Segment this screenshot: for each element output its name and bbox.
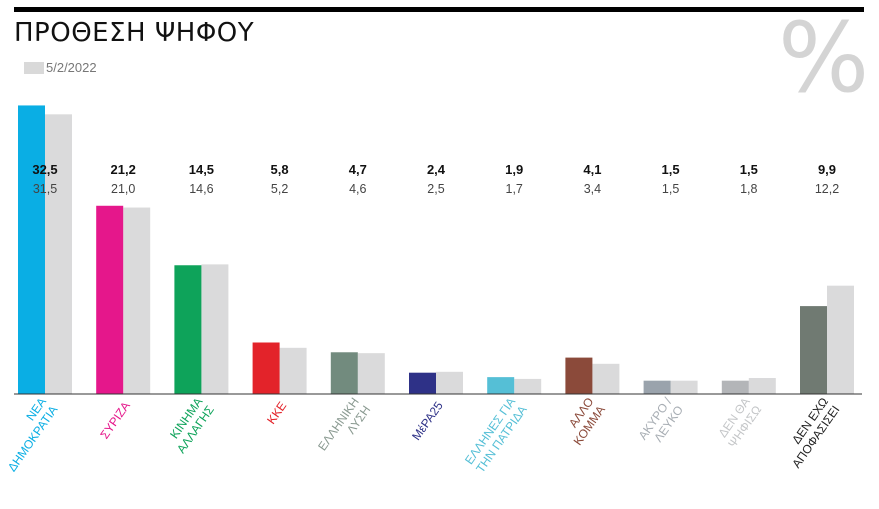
category-label: ΑΚΥΡΟ /ΛΕΥΚΟ [636, 394, 686, 444]
data-label-previous: 4,6 [349, 182, 366, 196]
bar-previous [670, 380, 698, 394]
bar-previous [436, 371, 463, 394]
data-label-current: 5,8 [271, 162, 289, 177]
bar-previous [827, 285, 854, 394]
data-label-current: 1,5 [740, 162, 758, 177]
bar-current [565, 357, 593, 394]
bar-current [18, 105, 45, 394]
data-label-current: 21,2 [111, 162, 136, 177]
data-label-previous: 3,4 [584, 182, 601, 196]
category-label: ΜέΡΑ25 [409, 399, 446, 443]
data-label-previous: 21,0 [111, 182, 135, 196]
chart-title: ΠΡΟΘΕΣΗ ΨΗΦΟΥ [14, 18, 255, 48]
bar-previous [748, 378, 776, 394]
bar-current [96, 205, 124, 394]
bar-current [252, 342, 280, 394]
bar-current [409, 372, 436, 394]
category-label: ΚΚΕ [264, 399, 289, 427]
bar-previous [201, 264, 229, 394]
data-label-previous: 14,6 [189, 182, 213, 196]
data-label-previous: 12,2 [815, 182, 839, 196]
data-label-previous: 31,5 [33, 182, 57, 196]
bar-previous [592, 363, 620, 394]
data-label-previous: 1,7 [506, 182, 523, 196]
bar-current [721, 380, 749, 394]
data-label-current: 32,5 [32, 162, 57, 177]
top-rule [14, 7, 864, 12]
category-label-line: ΣΥΡΙΖΑ [97, 399, 133, 442]
data-label-current: 4,1 [583, 162, 601, 177]
legend-label-previous: 5/2/2022 [46, 60, 97, 75]
bar-current [643, 380, 671, 394]
bar-previous [357, 353, 385, 394]
data-label-current: 9,9 [818, 162, 836, 177]
data-label-previous: 5,2 [271, 182, 288, 196]
bar-current [330, 352, 358, 394]
data-label-previous: 1,8 [740, 182, 757, 196]
bar-previous [45, 114, 72, 395]
legend: 5/2/2022 [24, 60, 97, 75]
data-label-previous: 1,5 [662, 182, 679, 196]
bar-current [174, 265, 202, 394]
data-label-current: 14,5 [189, 162, 214, 177]
bar-previous [514, 378, 542, 394]
percent-watermark: % [778, 2, 870, 114]
category-label-line: ΜέΡΑ25 [409, 399, 446, 443]
bar-current [487, 377, 515, 394]
data-label-current: 1,9 [505, 162, 523, 177]
data-label-current: 4,7 [349, 162, 367, 177]
category-label-line: ΚΚΕ [264, 399, 289, 427]
bar-current [800, 306, 827, 394]
category-label: ΣΥΡΙΖΑ [97, 399, 133, 442]
bar-previous [123, 207, 151, 394]
bar-previous [279, 347, 307, 394]
data-label-current: 2,4 [427, 162, 446, 177]
data-label-current: 1,5 [662, 162, 680, 177]
data-label-previous: 2,5 [427, 182, 444, 196]
legend-swatch-previous [24, 61, 44, 74]
